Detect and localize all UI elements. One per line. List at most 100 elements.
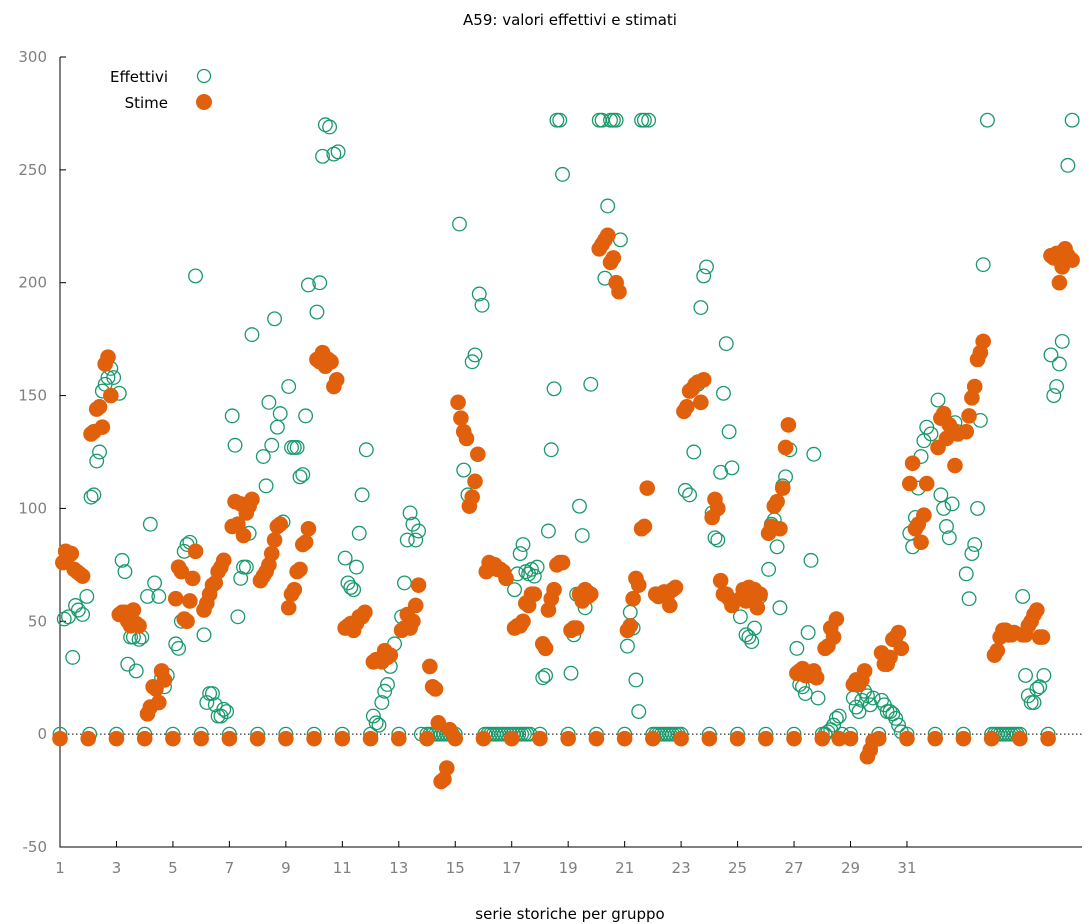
stime-point	[470, 446, 486, 463]
effettivi-point	[732, 609, 748, 625]
x-tick-label: 11	[333, 859, 352, 877]
stime-point	[263, 545, 280, 562]
stime-point	[966, 378, 983, 395]
effettivi-point	[538, 668, 554, 683]
stime-point	[537, 640, 554, 657]
stime-point	[752, 586, 768, 602]
x-tick-label: 3	[112, 859, 122, 877]
stime-point	[173, 563, 190, 580]
effettivi-point	[467, 347, 483, 363]
effettivi-point	[330, 144, 346, 160]
stime-point	[407, 597, 424, 614]
stime-point	[94, 419, 111, 435]
stime-point	[913, 534, 929, 551]
effettivi-point	[380, 677, 395, 692]
stime-point	[890, 624, 907, 641]
stime-point	[560, 730, 576, 747]
effettivi-point	[411, 523, 426, 539]
stime-point	[362, 730, 379, 747]
stime-point	[1012, 730, 1028, 747]
stime-point	[249, 730, 266, 747]
y-tick-label: 200	[18, 274, 47, 292]
effettivi-point	[933, 487, 949, 503]
stime-point	[808, 669, 825, 686]
effettivi-point	[188, 268, 203, 284]
effettivi-point	[941, 530, 957, 546]
stime-point	[961, 408, 977, 424]
effettivi-point	[961, 591, 977, 607]
x-tick-label: 7	[225, 859, 235, 877]
stime-point	[193, 730, 209, 747]
effettivi-point	[230, 609, 246, 625]
stime-point	[334, 730, 351, 747]
stime-point	[125, 602, 142, 618]
effettivi-point	[258, 478, 274, 494]
effettivi-point	[244, 327, 260, 343]
effettivi-point	[515, 537, 531, 552]
effettivi-point	[348, 559, 364, 575]
stime-point	[639, 480, 656, 496]
stime-point	[297, 534, 314, 551]
effettivi-point	[543, 442, 559, 458]
y-tick-label: 250	[18, 161, 47, 179]
effettivi-point	[1051, 356, 1067, 372]
effettivi-point	[967, 537, 983, 552]
effettivi-point	[1049, 379, 1065, 394]
stime-point	[693, 394, 709, 411]
stime-point	[1040, 730, 1056, 747]
legend-label-effettivi: Effettivi	[110, 68, 168, 86]
effettivi-point	[312, 275, 328, 291]
stime-point	[419, 730, 435, 747]
effettivi-point	[371, 717, 387, 733]
effettivi-point	[707, 530, 723, 546]
stime-point	[630, 577, 647, 593]
stime-point	[599, 227, 616, 244]
stime-point	[503, 730, 520, 747]
effettivi-point	[806, 446, 822, 462]
effettivi-point	[620, 638, 635, 654]
stime-point	[235, 527, 252, 544]
effettivi-point	[315, 148, 331, 164]
stime-point	[662, 597, 678, 614]
effettivi-point	[168, 636, 184, 652]
effettivi-point	[682, 487, 698, 503]
stime-point	[678, 399, 695, 415]
stime-point	[323, 353, 339, 370]
stime-point	[625, 590, 641, 607]
stime-point	[450, 394, 466, 411]
effettivi-point	[803, 552, 819, 568]
stime-point	[458, 430, 475, 447]
stime-point	[777, 439, 794, 456]
stime-point	[179, 613, 195, 630]
stime-point	[645, 730, 661, 747]
legend-marker-effettivi	[196, 68, 212, 84]
x-tick-label: 29	[841, 859, 860, 877]
stime-point	[151, 694, 167, 711]
stime-point	[80, 730, 97, 747]
x-tick-label: 15	[446, 859, 465, 877]
effettivi-point	[142, 516, 158, 532]
effettivi-point	[769, 539, 785, 555]
stime-point	[430, 715, 447, 731]
stime-point	[182, 593, 198, 609]
effettivi-point	[552, 112, 568, 128]
effettivi-point	[1018, 668, 1033, 683]
effettivi-point	[471, 286, 487, 302]
effettivi-point	[608, 112, 624, 128]
effettivi-point	[741, 629, 757, 645]
stime-point	[526, 586, 543, 602]
effettivi-point	[686, 444, 702, 460]
effettivi-point	[171, 640, 187, 656]
effettivi-point	[114, 552, 130, 568]
effettivi-point	[631, 704, 647, 720]
effettivi-point	[612, 232, 628, 248]
stime-point	[467, 473, 483, 490]
stime-point	[772, 520, 788, 537]
effettivi-point	[456, 462, 472, 478]
stime-point	[100, 349, 116, 366]
effettivi-point	[86, 487, 102, 503]
effettivi-point	[196, 627, 212, 643]
effettivi-point	[923, 426, 939, 442]
effettivi-point	[535, 670, 551, 686]
